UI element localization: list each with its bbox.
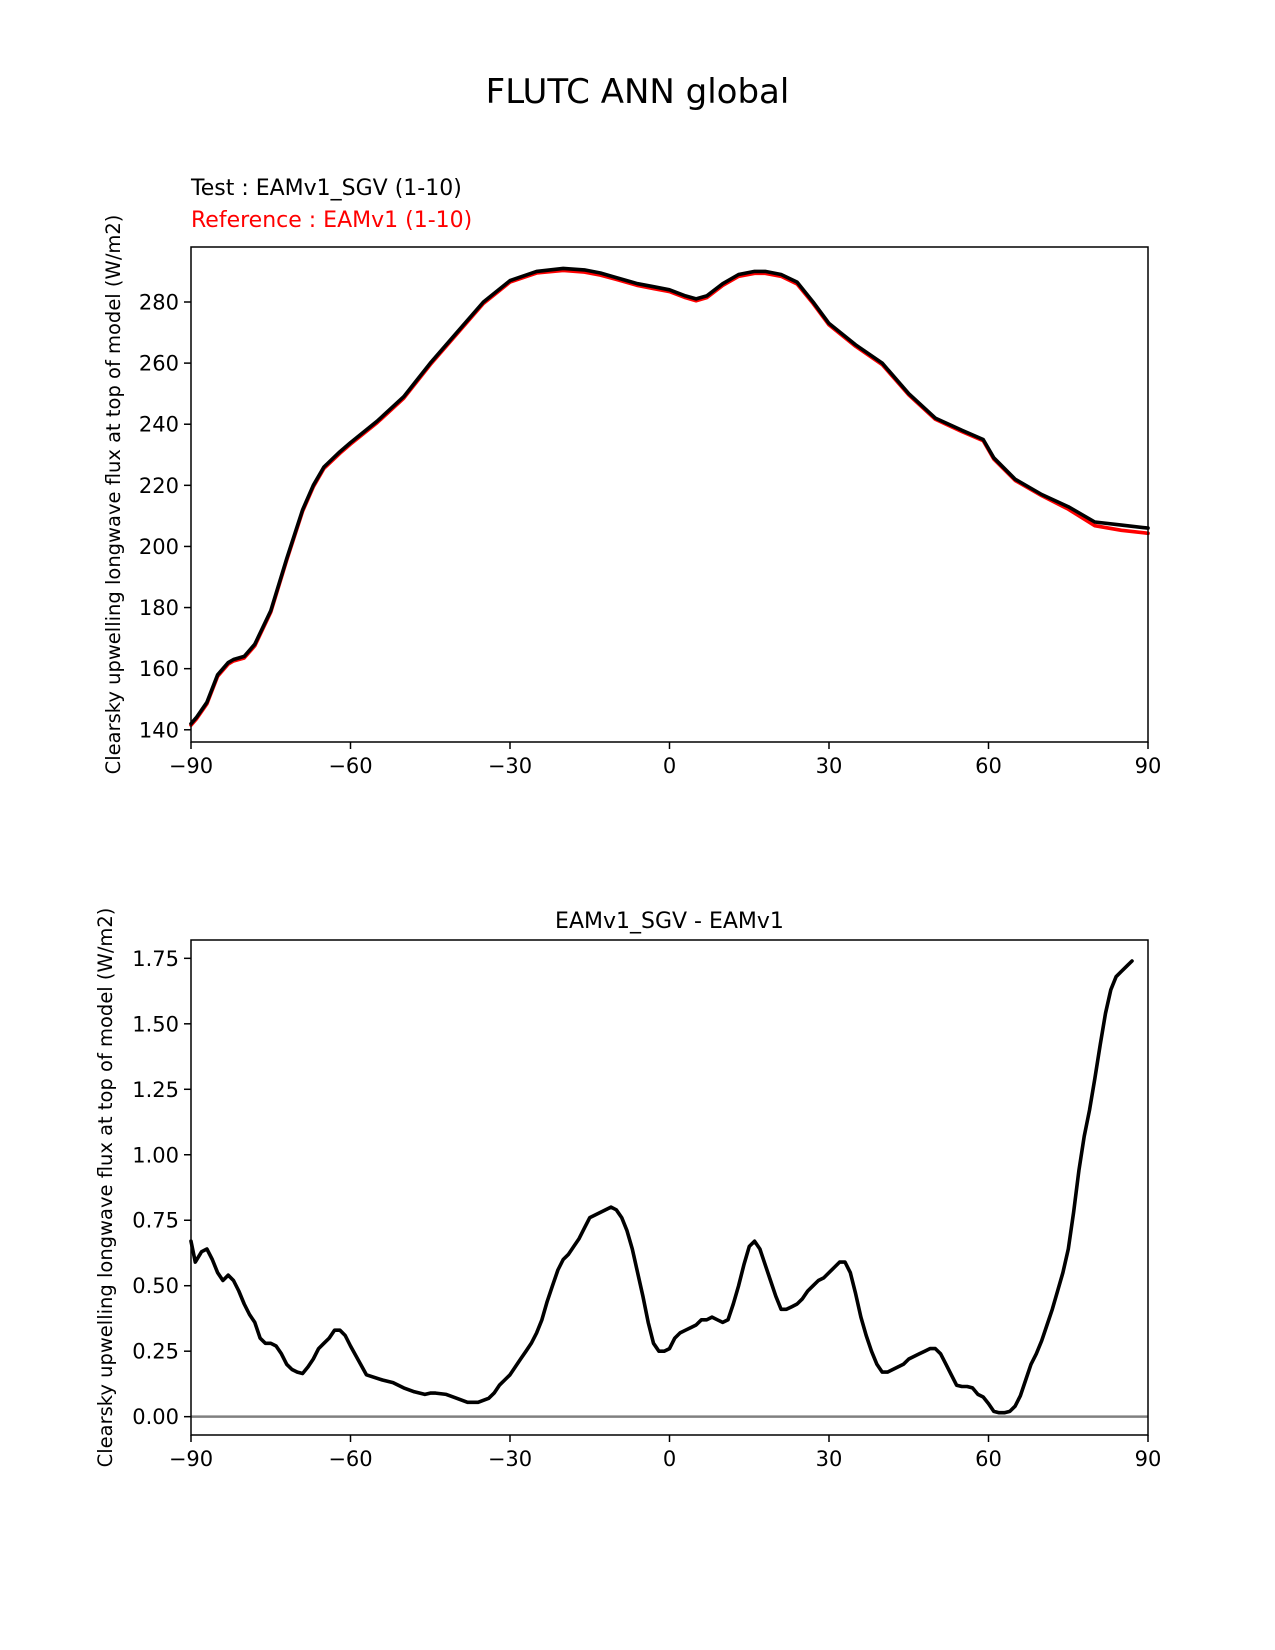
bottom-x-tick-label: 60 bbox=[975, 1447, 1002, 1471]
top-y-tick-label: 160 bbox=[139, 657, 179, 681]
bottom-y-tick-label: 1.25 bbox=[132, 1078, 179, 1102]
bottom-x-tick-label: 90 bbox=[1135, 1447, 1162, 1471]
top-y-axis-label: Clearsky upwelling longwave flux at top … bbox=[102, 215, 125, 775]
top-y-tick-label: 240 bbox=[139, 413, 179, 437]
bottom-y-tick-label: 1.50 bbox=[132, 1012, 179, 1036]
top-series-line-1 bbox=[189, 268, 1150, 728]
bottom-panel-title: EAMv1_SGV - EAMv1 bbox=[555, 909, 784, 934]
bottom-x-tick-label: −60 bbox=[328, 1447, 372, 1471]
top-y-tick-label: 260 bbox=[139, 352, 179, 376]
chart-bottom-panel: −90 −60 −30 0 30 60 90 0.00 0.25 0.50 0.75 1.00 1.25… bbox=[94, 908, 1162, 1471]
chart-top-panel: −90 −60 −30 0 30 60 90 140 160 180 200 220 240 260 280… bbox=[102, 215, 1162, 778]
bottom-y-tick-label: 0.50 bbox=[132, 1274, 179, 1298]
legend-reference-label: Reference : EAMv1 (1-10) bbox=[191, 208, 473, 233]
bottom-y-tick-label: 1.75 bbox=[132, 947, 179, 971]
top-x-tick-label: −90 bbox=[169, 754, 213, 778]
top-x-tick-label: 30 bbox=[816, 754, 843, 778]
bottom-y-tick-label: 1.00 bbox=[132, 1143, 179, 1167]
top-plot-frame bbox=[190, 246, 1149, 743]
top-y-tick-label: 220 bbox=[139, 474, 179, 498]
legend-test-label: Test : EAMv1_SGV (1-10) bbox=[191, 176, 462, 201]
bottom-x-tick-label: −90 bbox=[169, 1447, 213, 1471]
bottom-y-tick-label: 0.00 bbox=[132, 1405, 179, 1429]
top-x-tick-label: 90 bbox=[1135, 754, 1162, 778]
bottom-y-tick-label: 0.75 bbox=[132, 1209, 179, 1233]
top-series-line-0 bbox=[189, 266, 1150, 726]
top-y-tick-label: 200 bbox=[139, 535, 179, 559]
top-y-tick-label: 180 bbox=[139, 596, 179, 620]
top-x-tick-label: −30 bbox=[488, 754, 532, 778]
top-y-tick-label: 140 bbox=[139, 718, 179, 742]
top-x-tick-label: −60 bbox=[328, 754, 372, 778]
bottom-x-tick-label: 30 bbox=[816, 1447, 843, 1471]
bottom-x-tick-label: 0 bbox=[663, 1447, 676, 1471]
bottom-x-tick-label: −30 bbox=[488, 1447, 532, 1471]
bottom-series-line-0 bbox=[189, 959, 1134, 1415]
bottom-y-tick-label: 0.25 bbox=[132, 1340, 179, 1364]
bottom-plot-frame bbox=[190, 939, 1149, 1436]
top-x-tick-label: 60 bbox=[975, 754, 1002, 778]
bottom-y-axis-label: Clearsky upwelling longwave flux at top … bbox=[94, 908, 117, 1468]
figure-title: FLUTC ANN global bbox=[485, 72, 790, 112]
top-y-tick-label: 280 bbox=[139, 291, 179, 315]
top-x-tick-label: 0 bbox=[663, 754, 676, 778]
